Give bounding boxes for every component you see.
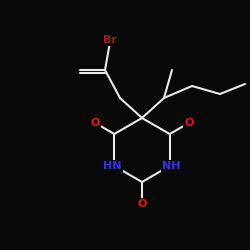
Text: NH: NH [162, 161, 181, 171]
Text: O: O [184, 118, 194, 128]
Text: Br: Br [103, 35, 117, 45]
Text: O: O [90, 118, 100, 128]
Text: HN: HN [103, 161, 122, 171]
Text: O: O [137, 199, 147, 209]
